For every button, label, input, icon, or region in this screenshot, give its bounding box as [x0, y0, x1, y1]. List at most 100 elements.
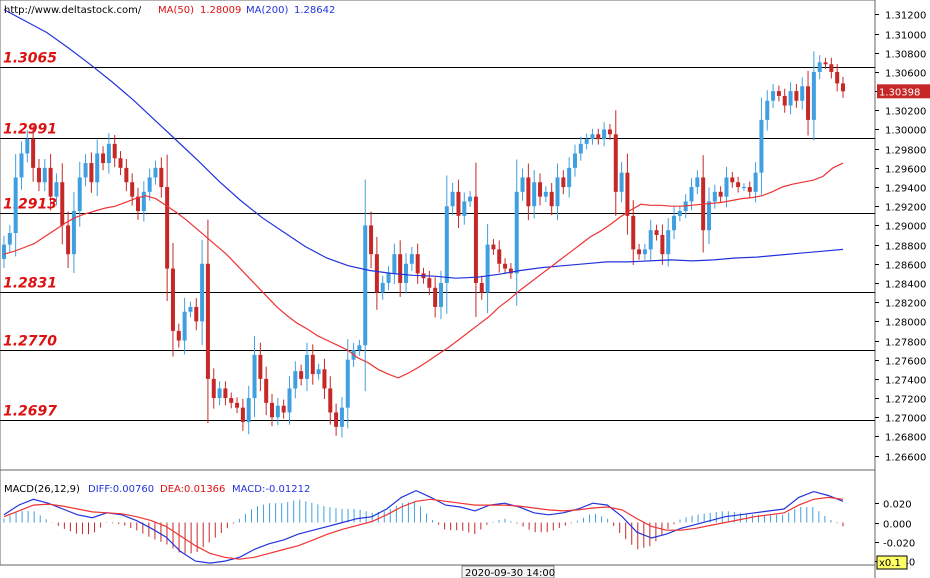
y-tick-label: 1.29000 [885, 222, 926, 233]
candle-body [136, 196, 141, 212]
candle-body [25, 139, 30, 154]
candle-body [293, 371, 298, 389]
candle-body [141, 191, 146, 212]
candle-body [654, 230, 659, 235]
candle-body [462, 201, 467, 216]
y-tick-label: 1.26600 [885, 453, 926, 464]
candle-body [118, 158, 123, 168]
candle-body [165, 187, 170, 269]
candle-body [357, 345, 362, 351]
candle-body [672, 215, 677, 231]
candle-body [188, 306, 193, 312]
candle-body [578, 143, 583, 154]
candle-body [48, 167, 53, 197]
candle-body [415, 254, 420, 274]
candle-body [590, 134, 595, 140]
candle-body [217, 388, 222, 399]
candle-body [345, 359, 350, 408]
candle-body [36, 167, 41, 183]
candle-body [841, 83, 845, 92]
candle-body [543, 191, 548, 197]
y-tick-label: 1.28200 [885, 299, 926, 310]
candle-body [159, 167, 164, 188]
candle-body [205, 263, 210, 379]
candle-body [42, 167, 47, 183]
macd-title: MACD(26,12,9) [4, 484, 80, 495]
candle-body [270, 402, 275, 418]
level-label: 1.3065 [3, 51, 57, 67]
candle-body [747, 187, 752, 192]
candle-body [642, 249, 647, 255]
candle-body [392, 254, 397, 274]
level-label: 1.2697 [3, 404, 57, 420]
candle-body [299, 371, 304, 379]
candle-body [229, 398, 234, 403]
zoom-button[interactable] [876, 555, 908, 570]
candle-body [450, 191, 455, 207]
y-tick-label: 1.27800 [885, 338, 926, 349]
candle-body [31, 139, 36, 168]
candle-body [101, 153, 106, 164]
y-tick-label: 1.28800 [885, 242, 926, 253]
candle-body [631, 215, 636, 250]
candle-body [380, 282, 385, 293]
y-tick-label: 1.29800 [885, 146, 926, 157]
candle-body [794, 91, 799, 101]
candle-body [706, 201, 711, 231]
candle-body [409, 254, 414, 264]
candle-body [741, 187, 746, 189]
candle-body [538, 182, 543, 197]
candle-body [800, 86, 805, 101]
y-tick-label: 1.27400 [885, 376, 926, 387]
y-tick-label: 1.29600 [885, 165, 926, 176]
candle-body [130, 182, 135, 197]
candle-body [491, 244, 496, 250]
candle-body [170, 268, 175, 331]
candle-body [223, 388, 228, 399]
y-tick-label: 1.29400 [885, 184, 926, 195]
ma200-line [3, 9, 844, 279]
candle-body [782, 95, 787, 106]
y-tick-label: 1.28400 [885, 280, 926, 291]
candle-body [316, 369, 321, 375]
candle-body [637, 249, 642, 255]
candle-body [258, 354, 263, 379]
zoom-level: x0.1 [879, 558, 901, 569]
candle-body [613, 134, 618, 192]
candle-body [444, 206, 449, 283]
candle-body [54, 182, 59, 197]
y-tick-label: 1.27600 [885, 357, 926, 368]
candle-body [479, 282, 484, 293]
macd-dea-value: DEA:0.01366 [160, 484, 225, 495]
candle-body [689, 187, 694, 202]
y-tick-label: 1.29200 [885, 203, 926, 214]
macd-y-tick-label: 0.020 [883, 500, 912, 511]
source-url[interactable]: http://www.deltastock.com/ [4, 5, 142, 16]
candle-body [771, 91, 776, 101]
candle-body [625, 172, 630, 216]
ma50-line [3, 162, 844, 379]
candle-body [736, 182, 741, 188]
macd-diff-line [3, 489, 844, 564]
candle-body [438, 282, 443, 307]
candle-body [724, 177, 729, 197]
level-label: 1.2991 [3, 122, 57, 138]
candle-body [730, 177, 735, 183]
candle-body [473, 196, 478, 283]
candle-body [811, 71, 816, 120]
candle-body [60, 182, 65, 226]
ma200-label: MA(200) [246, 5, 288, 16]
candle-body [806, 86, 811, 120]
candle-body [13, 177, 18, 234]
cursor-time-label: 2020-09-30 14:00 [465, 568, 555, 578]
macd-histogram-value: MACD:-0.01212 [232, 484, 310, 495]
candle-body [584, 139, 589, 144]
candle-body [240, 407, 245, 423]
macd-panel-frame [0, 469, 876, 566]
candle-body [194, 306, 199, 322]
candle-body [153, 167, 158, 178]
candle-body [549, 191, 554, 207]
candle-body [695, 177, 700, 188]
